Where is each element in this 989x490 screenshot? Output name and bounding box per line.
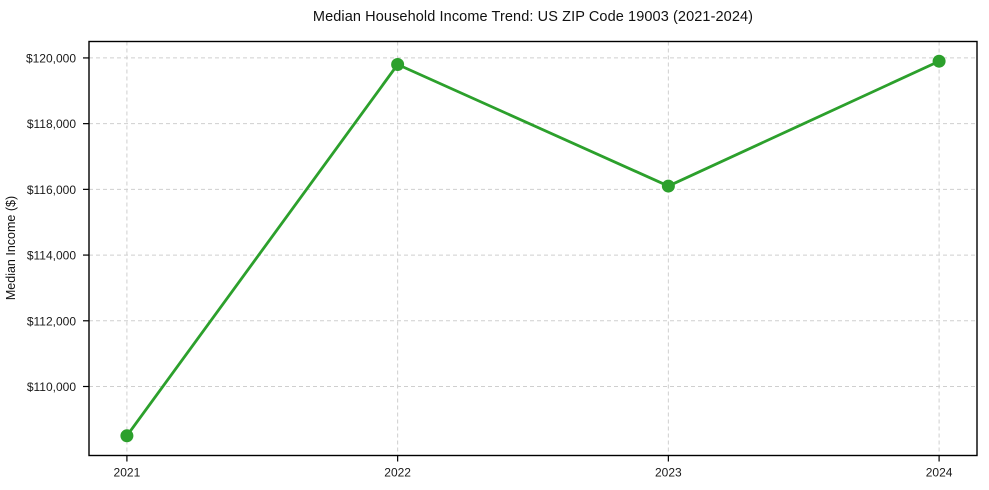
y-tick-label: $116,000 xyxy=(27,183,76,197)
x-tick-label: 2023 xyxy=(655,466,682,480)
chart-title: Median Household Income Trend: US ZIP Co… xyxy=(312,9,754,25)
data-point xyxy=(932,54,946,68)
y-tick-label: $110,000 xyxy=(27,380,76,394)
x-tick-label: 2021 xyxy=(114,466,141,480)
data-point xyxy=(120,429,134,443)
y-tick-label: $112,000 xyxy=(27,314,76,328)
x-tick-label: 2024 xyxy=(926,466,953,480)
axes-frame xyxy=(88,40,978,457)
y-tick-label: $120,000 xyxy=(26,51,76,65)
trend-line xyxy=(125,59,941,438)
data-point xyxy=(661,179,675,193)
y-tick-label: $118,000 xyxy=(27,117,76,131)
y-tick-label: $114,000 xyxy=(27,249,76,263)
x-tick-label: 2022 xyxy=(384,466,411,480)
data-point xyxy=(391,58,405,71)
